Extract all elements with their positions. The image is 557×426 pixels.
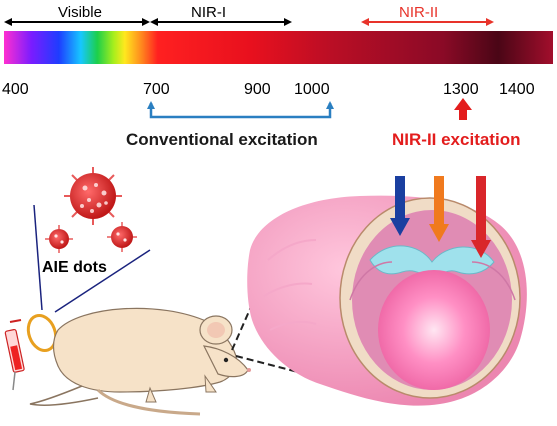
syringe-icon (4, 319, 25, 391)
conventional-excitation-bracket (147, 101, 334, 119)
zoom-line-lower (54, 249, 151, 313)
band-label-nir1: NIR-I (191, 4, 226, 21)
tick-400: 400 (2, 81, 29, 98)
tick-1400: 1400 (499, 81, 535, 98)
nir2-excitation-label: NIR-II excitation (392, 130, 520, 149)
mouse-illustration (29, 307, 251, 416)
zoom-line-upper (33, 204, 43, 311)
aie-dots-label: AIE dots (42, 259, 107, 276)
brain-illustration (247, 195, 527, 406)
beam-blue-icon (390, 176, 410, 236)
band-label-nir2: NIR-II (399, 4, 438, 21)
tick-700: 700 (143, 81, 170, 98)
tick-900: 900 (244, 81, 271, 98)
aie-dot-small-left (45, 225, 73, 253)
aie-dot-small-right (107, 222, 137, 252)
magnifier-ring (26, 314, 58, 352)
light-beams (390, 176, 491, 258)
spectrum-bar (4, 31, 553, 64)
tick-1000: 1000 (294, 81, 330, 98)
conventional-excitation-label: Conventional excitation (126, 130, 318, 149)
tick-1300: 1300 (443, 81, 479, 98)
nir2-excitation-arrow (454, 98, 472, 120)
beam-red-icon (471, 176, 491, 258)
band-label-visible: Visible (58, 4, 102, 21)
beam-orange-icon (429, 176, 449, 242)
aie-dot-large (64, 167, 122, 225)
